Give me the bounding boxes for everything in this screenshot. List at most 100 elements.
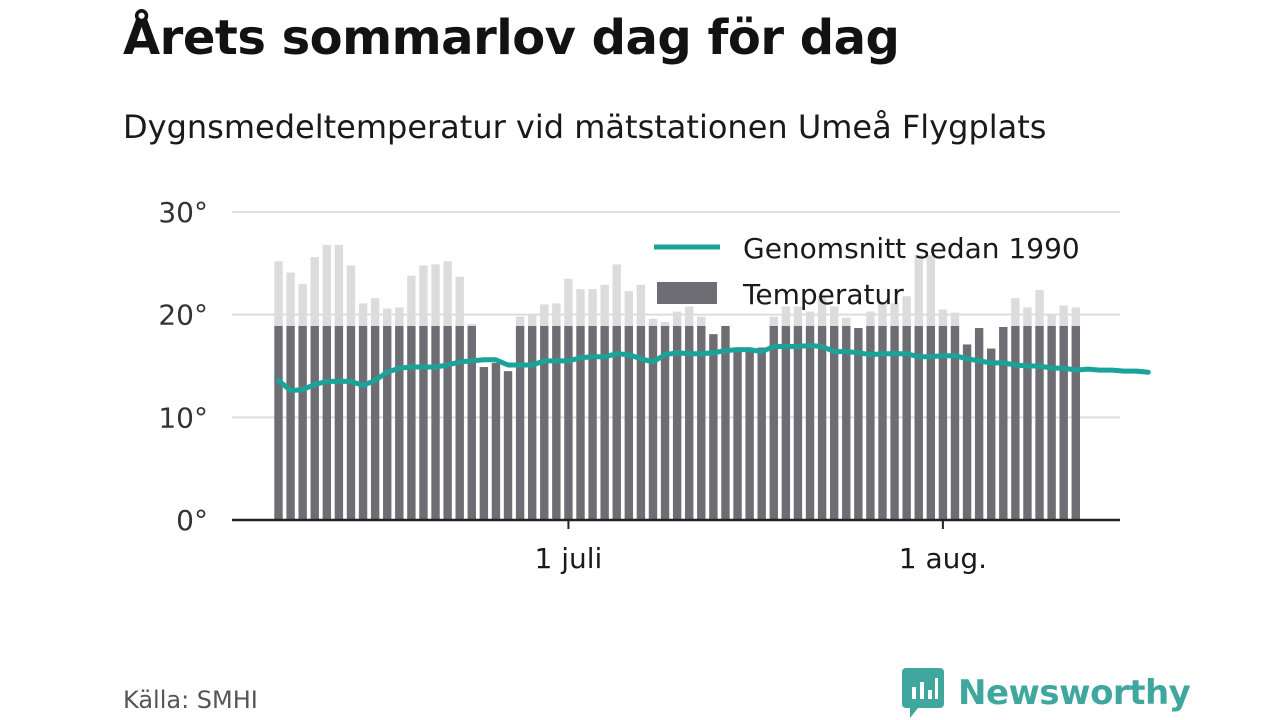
temperature-bar-faded: [1011, 298, 1020, 326]
axes: 0° 10° 20° 30° 1 juli 1 aug.: [158, 196, 1120, 575]
temperature-bar-faded: [515, 316, 525, 326]
temperature-bar: [781, 325, 791, 520]
chart-title: Årets sommarlov dag för dag: [123, 10, 900, 66]
temperature-bar-faded: [829, 306, 839, 326]
temperature-bar: [334, 325, 344, 520]
temperature-bar-faded: [588, 289, 597, 326]
y-tick-label: 0°: [176, 504, 208, 537]
temperature-bar: [395, 325, 404, 520]
temperature-bar: [854, 328, 863, 520]
temperature-bar: [1035, 325, 1044, 520]
temperature-bar: [467, 325, 476, 520]
y-tick-label: 20°: [158, 299, 208, 332]
temperature-bar-faded: [286, 272, 295, 326]
temperature-bar: [479, 367, 489, 520]
temperature-bar: [383, 325, 392, 520]
temperature-bar-faded: [395, 307, 404, 326]
temperature-bar-faded: [274, 261, 283, 326]
temperature-bar: [914, 325, 923, 520]
temperature-bar-faded: [1023, 307, 1032, 326]
temperature-bar-faded: [950, 312, 960, 326]
temperature-bar-faded: [842, 317, 851, 326]
temperature-bar: [793, 325, 803, 520]
temperature-bar-faded: [334, 244, 344, 326]
temperature-bar: [733, 347, 742, 520]
temperature-bar-faded: [636, 284, 646, 326]
temperature-bar: [455, 325, 464, 520]
temperature-bar-faded: [383, 308, 392, 326]
temperature-bar-faded: [346, 265, 356, 326]
temperature-bar-faded: [1071, 307, 1080, 326]
temperature-bar: [648, 325, 658, 520]
temperature-bar-faded: [1047, 314, 1056, 326]
temperature-bar: [624, 325, 634, 520]
temperature-bar-faded: [866, 311, 875, 326]
chart-subtitle: Dygnsmedeltemperatur vid mätstationen Um…: [123, 108, 1047, 146]
y-tick-label: 10°: [158, 401, 208, 434]
temperature-bar-faded: [1035, 290, 1044, 326]
temperature-bar: [745, 350, 754, 520]
temperature-bar: [286, 325, 295, 520]
temperature-bar-faded: [358, 303, 368, 326]
temperature-bar-faded: [890, 303, 899, 326]
average-line: [276, 343, 1151, 394]
temperature-bar: [974, 328, 984, 520]
newsworthy-logo-icon: [902, 668, 944, 718]
temperature-bar: [503, 371, 513, 520]
temperature-bar: [890, 325, 899, 520]
temperature-bar: [431, 325, 440, 520]
temperature-bar-faded: [576, 289, 585, 326]
temperature-bar: [515, 325, 525, 520]
temperature-bar-faded: [431, 264, 440, 326]
temperature-bar: [950, 325, 960, 520]
temperature-bar: [672, 325, 682, 520]
temperature-bar: [576, 325, 585, 520]
temperature-bar: [346, 325, 356, 520]
temperature-bar: [552, 325, 561, 520]
temperature-bar: [298, 325, 307, 520]
temperature-bar-faded: [370, 298, 380, 326]
temperature-bar: [1047, 325, 1056, 520]
temperature-bar-faded: [600, 284, 609, 326]
temperature-bar: [443, 325, 452, 520]
temperature-bar: [721, 325, 730, 520]
temperature-bar-faded: [310, 257, 319, 326]
temperature-bar-faded: [697, 316, 706, 326]
temperature-bar: [938, 325, 948, 520]
temperature-bar: [491, 362, 501, 520]
average-line-layer: [276, 343, 1151, 394]
temperature-bar: [866, 325, 875, 520]
temperature-bar: [636, 325, 646, 520]
temperature-bar-faded: [322, 244, 332, 326]
brand-logo: Newsworthy: [902, 668, 1191, 718]
temperature-bar: [310, 325, 319, 520]
temperature-bar-faded: [298, 283, 307, 326]
temperature-bar: [999, 326, 1008, 520]
temperature-bar: [358, 325, 368, 520]
temperature-bar: [769, 325, 778, 520]
temperature-bars: [274, 325, 1080, 520]
brand-name: Newsworthy: [958, 673, 1191, 713]
temperature-bar: [600, 325, 609, 520]
y-tick-label: 30°: [158, 196, 208, 229]
temperature-bar: [926, 325, 936, 520]
temperature-bar: [829, 325, 839, 520]
temperature-bar-faded: [793, 306, 803, 326]
temperature-bar-faded: [769, 316, 778, 326]
temperature-bar: [660, 325, 670, 520]
temperature-bar: [817, 325, 827, 520]
temperature-bar: [757, 347, 766, 520]
temperature-bar: [564, 325, 573, 520]
temperature-bar: [709, 334, 718, 520]
temperature-bar-faded: [407, 275, 416, 326]
temperature-bar: [1059, 325, 1068, 520]
temperature-bar-faded: [926, 255, 936, 326]
temperature-bar: [697, 325, 706, 520]
temperature-bar: [987, 348, 996, 520]
temperature-bar-faded: [660, 321, 670, 326]
temperature-bar-faded: [938, 309, 948, 326]
temperature-bar-faded: [443, 261, 452, 326]
x-tick-label: 1 juli: [535, 542, 603, 575]
temperature-bar: [540, 325, 549, 520]
temperature-bar-faded: [540, 304, 549, 326]
